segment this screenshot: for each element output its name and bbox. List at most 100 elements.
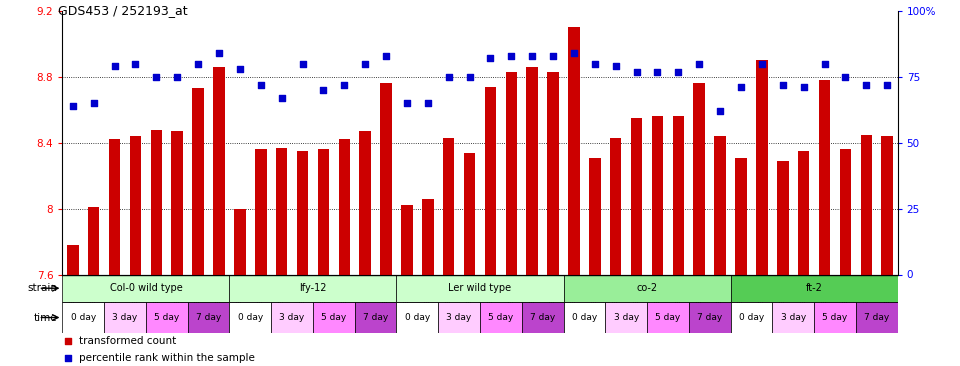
Bar (401, 205, 413, 274)
Bar (151, 130, 162, 274)
Bar (130, 136, 141, 274)
Bar (673, 116, 684, 274)
Bar (396, 274, 564, 302)
Point (796, 85, 811, 90)
Point (378, 53, 394, 59)
Point (232, 66, 248, 72)
Point (671, 69, 686, 75)
Point (712, 108, 728, 114)
Bar (359, 131, 371, 274)
Point (755, 61, 770, 67)
Bar (610, 138, 621, 274)
Point (588, 61, 603, 67)
Bar (313, 302, 355, 333)
Bar (568, 27, 580, 274)
Bar (146, 302, 188, 333)
Text: GDS453 / 252193_at: GDS453 / 252193_at (58, 4, 187, 17)
Point (399, 100, 415, 106)
Text: Col-0 wild type: Col-0 wild type (109, 283, 182, 293)
Point (483, 56, 498, 61)
Point (316, 87, 331, 93)
Bar (62, 302, 105, 333)
Bar (339, 139, 350, 274)
Text: lfy-12: lfy-12 (300, 283, 326, 293)
Bar (67, 245, 79, 274)
Text: 5 day: 5 day (155, 313, 180, 322)
Text: percentile rank within the sample: percentile rank within the sample (79, 353, 255, 363)
Point (650, 69, 665, 75)
Bar (756, 60, 768, 274)
Bar (172, 131, 183, 274)
Bar (297, 151, 308, 274)
Text: 3 day: 3 day (446, 313, 471, 322)
Text: 0 day: 0 day (71, 313, 96, 322)
Point (253, 82, 269, 88)
Point (629, 69, 644, 75)
Bar (255, 149, 267, 274)
Bar (443, 138, 454, 274)
Text: 7 day: 7 day (196, 313, 221, 322)
Text: 5 day: 5 day (823, 313, 848, 322)
Bar (105, 302, 146, 333)
Point (107, 63, 122, 69)
Bar (188, 302, 229, 333)
Point (211, 50, 227, 56)
Bar (856, 302, 898, 333)
Bar (464, 153, 475, 274)
Bar (819, 80, 830, 274)
Bar (192, 89, 204, 274)
Text: 5 day: 5 day (322, 313, 347, 322)
Bar (506, 72, 517, 274)
Point (838, 74, 853, 80)
Bar (689, 302, 731, 333)
Text: 5 day: 5 day (489, 313, 514, 322)
Bar (798, 151, 809, 274)
Bar (88, 207, 100, 274)
Point (274, 95, 289, 101)
Bar (422, 199, 434, 274)
Point (608, 63, 623, 69)
Bar (108, 139, 120, 274)
Bar (526, 67, 538, 274)
Bar (234, 209, 246, 274)
Bar (229, 274, 396, 302)
Point (545, 53, 561, 59)
Text: 0 day: 0 day (739, 313, 764, 322)
Bar (229, 302, 272, 333)
Point (858, 82, 874, 88)
Bar (714, 136, 726, 274)
Bar (881, 136, 893, 274)
Bar (276, 148, 287, 274)
Bar (731, 302, 772, 333)
Text: transformed count: transformed count (79, 336, 177, 346)
Point (337, 82, 352, 88)
Bar (564, 274, 731, 302)
Point (879, 82, 895, 88)
Point (86, 100, 102, 106)
Bar (522, 302, 564, 333)
Bar (480, 302, 522, 333)
Text: 7 day: 7 day (697, 313, 722, 322)
Point (357, 61, 372, 67)
Point (817, 61, 832, 67)
Bar (773, 302, 814, 333)
Bar (731, 274, 898, 302)
Text: time: time (34, 313, 58, 322)
Bar (840, 149, 852, 274)
Text: co-2: co-2 (636, 283, 658, 293)
Point (566, 50, 582, 56)
Point (524, 53, 540, 59)
Point (190, 61, 205, 67)
Bar (693, 83, 705, 274)
Bar (380, 83, 392, 274)
Bar (485, 87, 496, 274)
Point (441, 74, 456, 80)
Point (691, 61, 707, 67)
Text: 3 day: 3 day (112, 313, 137, 322)
Bar (652, 116, 663, 274)
Bar (589, 158, 601, 274)
Text: strain: strain (28, 283, 58, 293)
Point (733, 85, 749, 90)
Point (65, 103, 81, 109)
Point (295, 61, 310, 67)
